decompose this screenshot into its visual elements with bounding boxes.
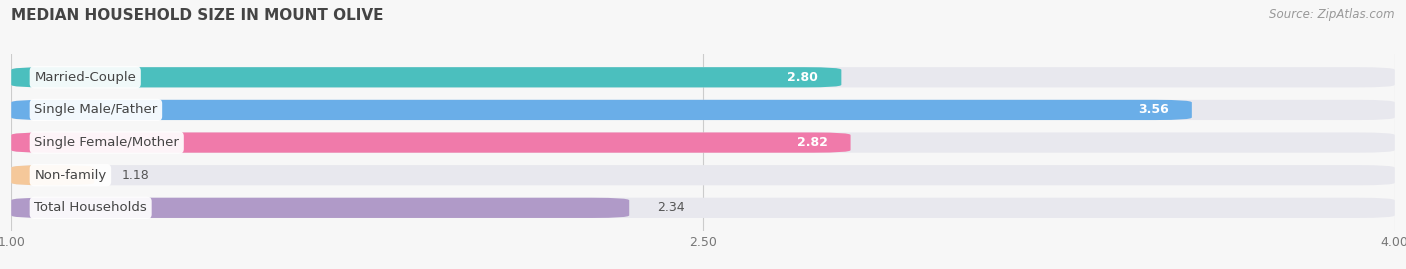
Text: Married-Couple: Married-Couple	[34, 71, 136, 84]
FancyBboxPatch shape	[11, 198, 1395, 218]
Text: Source: ZipAtlas.com: Source: ZipAtlas.com	[1270, 8, 1395, 21]
FancyBboxPatch shape	[11, 100, 1192, 120]
Text: 1.18: 1.18	[122, 169, 149, 182]
FancyBboxPatch shape	[11, 67, 1395, 87]
FancyBboxPatch shape	[11, 198, 630, 218]
Text: 2.34: 2.34	[657, 201, 685, 214]
Text: 3.56: 3.56	[1137, 104, 1168, 116]
FancyBboxPatch shape	[11, 165, 94, 185]
Text: 2.82: 2.82	[797, 136, 828, 149]
Text: Total Households: Total Households	[34, 201, 148, 214]
FancyBboxPatch shape	[11, 165, 1395, 185]
Text: 2.80: 2.80	[787, 71, 818, 84]
Text: Single Male/Father: Single Male/Father	[34, 104, 157, 116]
FancyBboxPatch shape	[11, 67, 841, 87]
Text: Single Female/Mother: Single Female/Mother	[34, 136, 179, 149]
Text: MEDIAN HOUSEHOLD SIZE IN MOUNT OLIVE: MEDIAN HOUSEHOLD SIZE IN MOUNT OLIVE	[11, 8, 384, 23]
Text: Non-family: Non-family	[34, 169, 107, 182]
FancyBboxPatch shape	[11, 132, 851, 153]
FancyBboxPatch shape	[11, 132, 1395, 153]
FancyBboxPatch shape	[11, 100, 1395, 120]
